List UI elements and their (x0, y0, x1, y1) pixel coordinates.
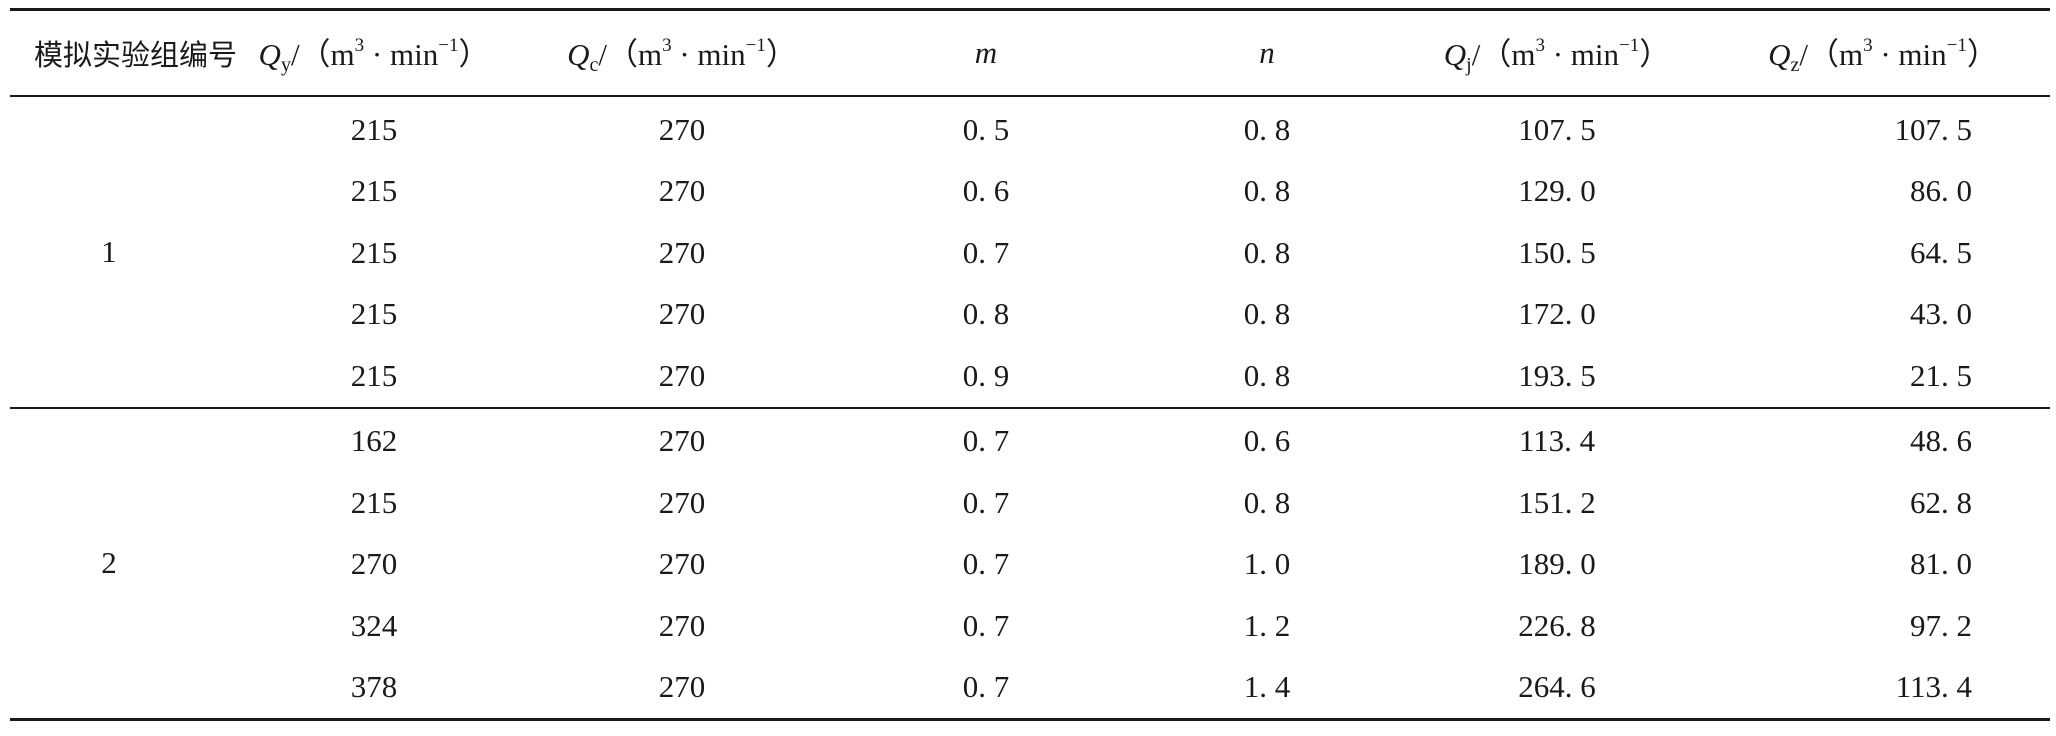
cell-n: 0. 8 (1243, 173, 1291, 209)
cell-qc: 270 (658, 607, 706, 643)
table-row: 215 270 0. 6 0. 8 129. 0 86. 0 (220, 161, 2050, 223)
table-row: 324 270 0. 7 1. 2 226. 8 97. 2 (220, 595, 2050, 657)
cell-qj: 107. 5 (1518, 111, 1596, 147)
cell-qc: 270 (658, 234, 706, 270)
cell-n: 0. 8 (1243, 111, 1291, 147)
header-n: n (1259, 35, 1275, 70)
cell-qj: 193. 5 (1518, 357, 1596, 393)
cell-qz: 107. 5 (1894, 111, 1973, 147)
cell-qj: 172. 0 (1518, 296, 1596, 332)
header-group-id: 模拟实验组编号 (34, 38, 238, 72)
cell-qy: 378 (350, 669, 398, 705)
table-row: 215 270 0. 7 0. 8 151. 2 62. 8 (220, 472, 2050, 534)
table-group: 2 162 270 0. 7 0. 6 113. 4 48. 6 215 270… (10, 409, 2050, 719)
cell-qy: 215 (350, 173, 398, 209)
cell-n: 0. 8 (1243, 296, 1291, 332)
cell-qc: 270 (658, 546, 706, 582)
table-row: 215 270 0. 9 0. 8 193. 5 21. 5 (220, 345, 2050, 407)
cell-n: 0. 8 (1243, 357, 1291, 393)
cell-qy: 215 (350, 296, 398, 332)
cell-qy: 162 (350, 423, 398, 459)
table-row: 162 270 0. 7 0. 6 113. 4 48. 6 (220, 411, 2050, 473)
cell-n: 1. 2 (1243, 607, 1291, 643)
cell-qz: 97. 2 (1910, 607, 1972, 643)
cell-n: 0. 6 (1243, 423, 1291, 459)
cell-qz: 86. 0 (1910, 173, 1972, 209)
cell-m: 0. 7 (962, 234, 1010, 270)
table-header-row: 模拟实验组编号 Qy/（m3 · min−1） Qc/（m3 · min−1） … (10, 11, 2050, 95)
cell-m: 0. 7 (962, 484, 1010, 520)
cell-m: 0. 9 (962, 357, 1010, 393)
cell-qj: 151. 2 (1518, 484, 1596, 520)
cell-qz: 113. 4 (1895, 669, 1972, 705)
cell-qj: 129. 0 (1518, 173, 1596, 209)
cell-qz: 64. 5 (1910, 234, 1972, 270)
header-qj: Qj/（m3 · min−1） (1443, 35, 1671, 76)
cell-n: 1. 0 (1243, 546, 1291, 582)
cell-m: 0. 7 (962, 423, 1010, 459)
cell-qc: 270 (658, 296, 706, 332)
group-rows: 162 270 0. 7 0. 6 113. 4 48. 6 215 270 0… (220, 409, 2050, 719)
cell-m: 0. 5 (962, 111, 1010, 147)
header-m: m (974, 35, 998, 70)
cell-qz: 81. 0 (1910, 546, 1972, 582)
header-qy: Qy/（m3 · min−1） (258, 35, 490, 76)
cell-qj: 189. 0 (1518, 546, 1596, 582)
cell-qy: 215 (350, 111, 398, 147)
cell-qy: 324 (350, 607, 398, 643)
header-qz: Qz/（m3 · min−1） (1768, 35, 1998, 76)
header-qc: Qc/（m3 · min−1） (567, 35, 797, 76)
table-row: 270 270 0. 7 1. 0 189. 0 81. 0 (220, 534, 2050, 596)
group-rows: 215 270 0. 5 0. 8 107. 5 107. 5 215 270 … (220, 97, 2050, 407)
cell-qj: 264. 6 (1518, 669, 1596, 705)
data-table: 模拟实验组编号 Qy/（m3 · min−1） Qc/（m3 · min−1） … (10, 8, 2050, 721)
cell-qj: 150. 5 (1518, 234, 1596, 270)
cell-n: 1. 4 (1243, 669, 1291, 705)
table-row: 215 270 0. 5 0. 8 107. 5 107. 5 (220, 99, 2050, 161)
cell-n: 0. 8 (1243, 484, 1291, 520)
table-group-rule (10, 406, 2050, 409)
group-label: 1 (101, 233, 117, 269)
table-header-rule (10, 95, 2050, 97)
cell-qz: 21. 5 (1910, 357, 1972, 393)
cell-qy: 215 (350, 484, 398, 520)
cell-m: 0. 6 (962, 173, 1010, 209)
group-label: 2 (101, 545, 117, 581)
cell-qz: 48. 6 (1910, 423, 1972, 459)
table-group: 1 215 270 0. 5 0. 8 107. 5 107. 5 215 27… (10, 97, 2050, 407)
cell-qc: 270 (658, 111, 706, 147)
table-bottom-rule (10, 718, 2050, 721)
cell-n: 0. 8 (1243, 234, 1291, 270)
cell-qz: 62. 8 (1910, 484, 1972, 520)
cell-qc: 270 (658, 669, 706, 705)
cell-qj: 113. 4 (1518, 423, 1596, 459)
cell-qy: 270 (350, 546, 398, 582)
cell-m: 0. 7 (962, 669, 1010, 705)
table-row: 378 270 0. 7 1. 4 264. 6 113. 4 (220, 657, 2050, 719)
cell-qz: 43. 0 (1910, 296, 1972, 332)
table-row: 215 270 0. 8 0. 8 172. 0 43. 0 (220, 284, 2050, 346)
cell-qy: 215 (350, 357, 398, 393)
table-top-rule (10, 8, 2050, 11)
cell-qc: 270 (658, 484, 706, 520)
table-row: 215 270 0. 7 0. 8 150. 5 64. 5 (220, 222, 2050, 284)
cell-m: 0. 8 (962, 296, 1010, 332)
cell-m: 0. 7 (962, 607, 1010, 643)
cell-qy: 215 (350, 234, 398, 270)
cell-qc: 270 (658, 423, 706, 459)
cell-qj: 226. 8 (1518, 607, 1596, 643)
cell-qc: 270 (658, 173, 706, 209)
cell-qc: 270 (658, 357, 706, 393)
cell-m: 0. 7 (962, 546, 1010, 582)
